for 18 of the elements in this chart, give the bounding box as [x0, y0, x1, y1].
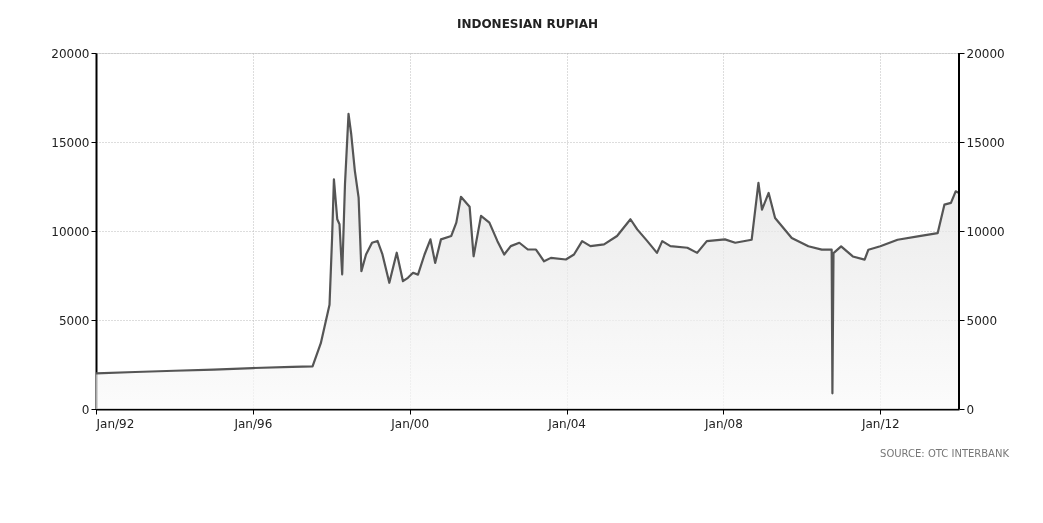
- y2-tick-label: 20000: [966, 46, 1005, 61]
- chart-title: INDONESIAN RUPIAH: [456, 17, 599, 31]
- y2-tick-label: 10000: [966, 224, 1005, 239]
- y-tick-label: 10000: [51, 224, 90, 239]
- y-tick-label: 0: [81, 402, 90, 417]
- y-tick-label: 5000: [58, 313, 90, 328]
- x-tick-label: Jan/00: [390, 416, 430, 431]
- x-tick-label: Jan/04: [547, 416, 586, 431]
- x-tick-label: Jan/08: [704, 416, 743, 431]
- y-tick-label: 15000: [51, 135, 90, 150]
- y2-tick-label: 0: [966, 402, 975, 417]
- x-tick-label: Jan/12: [860, 416, 900, 431]
- y2-tick-label: 5000: [966, 313, 998, 328]
- x-tick-label: Jan/92: [95, 416, 135, 431]
- y-tick-label: 20000: [51, 46, 90, 61]
- x-tick-label: Jan/96: [233, 416, 273, 431]
- source-note: SOURCE: OTC INTERBANK: [880, 448, 1010, 459]
- y2-tick-label: 15000: [966, 135, 1005, 150]
